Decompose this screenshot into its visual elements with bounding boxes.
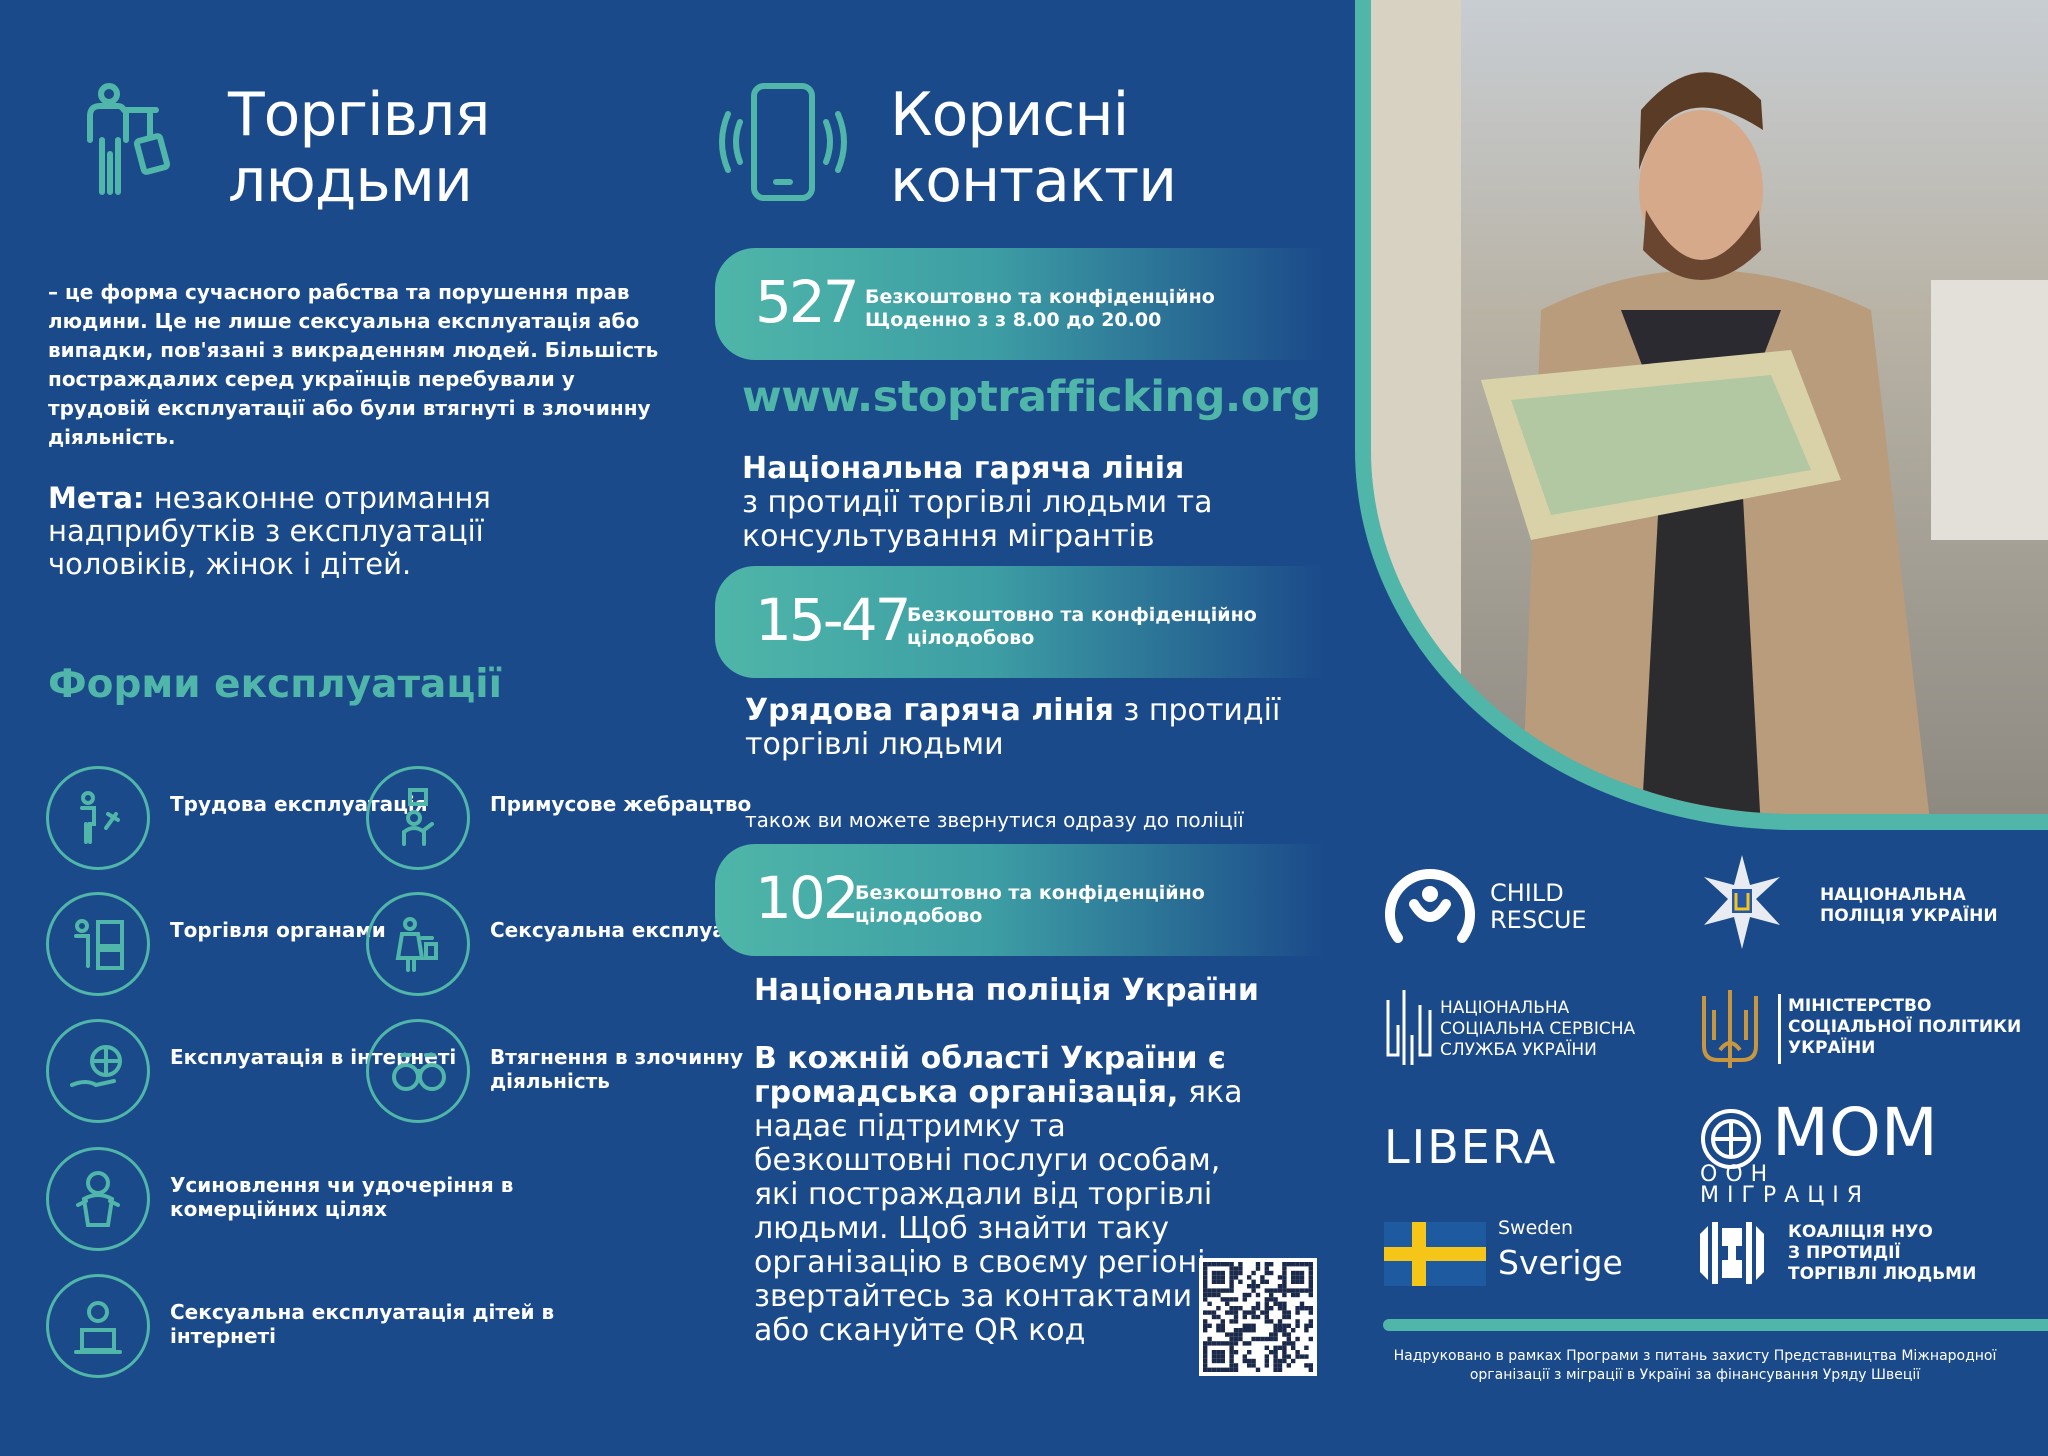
- sexual-exploitation-icon: [366, 892, 470, 996]
- title-line-2: людьми: [228, 146, 473, 216]
- left-title: Торгівля людьми: [228, 80, 490, 216]
- libera-logo: LIBERA: [1384, 1120, 1558, 1174]
- logo-text: Sweden: [1498, 1217, 1574, 1239]
- photo-frame: [1355, 0, 2048, 830]
- title-line-1: Корисні: [890, 80, 1129, 150]
- iom-logo: МОМ ООН МІГРАЦІЯ: [1700, 1098, 1938, 1207]
- form-label: Усиновлення чи удочеріння в комерційних …: [170, 1173, 514, 1221]
- police-note: також ви можете звернутися одразу до пол…: [745, 808, 1244, 832]
- form-label: Сексуальна експлуатація дітей в інтернет…: [170, 1300, 555, 1348]
- hotline-desc-1: Безкоштовно та конфіденційно: [865, 286, 1215, 308]
- coalition-logo: КОАЛІЦІЯ НУО З ПРОТИДІЇ ТОРГІВЛІ ЛЮДЬМИ: [1700, 1222, 1976, 1288]
- national-police-logo: НАЦІОНАЛЬНА ПОЛІЦІЯ УКРАЇНИ: [1700, 855, 1998, 953]
- form-label: Втягнення в злочинну діяльність: [490, 1045, 743, 1093]
- middle-title: Корисні контакти: [890, 80, 1177, 216]
- police-name: Національна поліція України: [754, 973, 1259, 1008]
- hotline-number: 527: [755, 268, 860, 336]
- hotline-527-band: 527 Безкоштовно та конфіденційно Щоденно…: [715, 248, 1325, 360]
- forms-title: Форми експлуатації: [48, 662, 503, 707]
- hotline-desc: Безкоштовно та конфіденційно Щоденно з з…: [865, 286, 1215, 332]
- begging-icon: [366, 766, 470, 870]
- title-line-2: контакти: [890, 146, 1177, 216]
- teal-divider: [1383, 1319, 2048, 1331]
- logo-text: СОЦІАЛЬНА СЕРВІСНА: [1440, 1019, 1636, 1039]
- logo-text: СОЦІАЛЬНОЇ ПОЛІТИКИ: [1788, 1017, 2022, 1037]
- labor-icon: [46, 766, 150, 870]
- logo-text: ПОЛІЦІЯ УКРАЇНИ: [1820, 906, 1998, 926]
- hotline-desc-2: Щоденно з з 8.00 до 20.00: [865, 309, 1162, 331]
- name-bold: Урядова гаряча лінія: [745, 693, 1114, 728]
- footer-text: Надруковано в рамках Програми з питань з…: [1393, 1348, 1997, 1383]
- hotline-desc-1: Безкоштовно та конфіденційно: [855, 882, 1205, 904]
- baby-icon: [46, 1147, 150, 1251]
- child-laptop-icon: [46, 1274, 150, 1378]
- website-link[interactable]: www.stoptrafficking.org: [742, 372, 1321, 422]
- goal-label: Мета:: [48, 481, 145, 515]
- logo-text: RESCUE: [1490, 906, 1587, 934]
- ngo-bold: В кожній області України є громадська ор…: [754, 1041, 1226, 1110]
- nsss-logo: НАЦІОНАЛЬНА СОЦІАЛЬНА СЕРВІСНА СЛУЖБА УК…: [1384, 990, 1635, 1074]
- goal-body: незаконне отримання надприбутків з експл…: [48, 481, 491, 581]
- phone-icon: [716, 82, 851, 202]
- form-label: Торгівля органами: [170, 918, 386, 942]
- logo-text: З ПРОТИДІЇ: [1788, 1243, 1901, 1263]
- ministry-logo: МІНІСТЕРСТВО СОЦІАЛЬНОЇ ПОЛІТИКИ УКРАЇНИ: [1700, 990, 2021, 1074]
- government-hotline-name: Урядова гаряча лінія з протидії торгівлі…: [745, 694, 1325, 762]
- hotline-number: 102: [755, 864, 860, 932]
- hotline-desc-2: цілодобово: [855, 905, 983, 927]
- name-bold: Національна гаряча лінія: [742, 451, 1185, 486]
- logo-text: НАЦІОНАЛЬНА: [1440, 998, 1570, 1018]
- logo-text: МІНІСТЕРСТВО: [1788, 996, 1932, 1016]
- form-label: Примусове жебрацтво: [490, 792, 752, 816]
- qr-code[interactable]: [1199, 1258, 1317, 1376]
- hotline-desc: Безкоштовно та конфіденційно цілодобово: [855, 882, 1205, 928]
- sweden-flag-icon: [1384, 1222, 1486, 1286]
- logo-text: НАЦІОНАЛЬНА: [1820, 885, 1966, 905]
- hotline-desc: Безкоштовно та конфіденційно цілодобово: [907, 604, 1257, 650]
- logo-text: ТОРГІВЛІ ЛЮДЬМИ: [1788, 1264, 1977, 1284]
- hotline-102-band: 102 Безкоштовно та конфіденційно цілодоб…: [715, 844, 1325, 956]
- ngo-text: В кожній області України є громадська ор…: [754, 1042, 1254, 1348]
- national-hotline-name: Національна гаряча лінія з протидії торг…: [742, 452, 1322, 554]
- trafficking-icon: [82, 82, 182, 202]
- internet-icon: [46, 1019, 150, 1123]
- ngo-rest: яка надає підтримку та безкоштовні послу…: [754, 1075, 1243, 1348]
- man-with-map-photo: [1371, 0, 2048, 814]
- hotline-number: 15-47: [755, 586, 912, 654]
- logo-text: МОМ: [1772, 1094, 1938, 1171]
- sweden-logo: Sweden Sverige: [1384, 1218, 1623, 1290]
- hotline-desc-1: Безкоштовно та конфіденційно: [907, 604, 1257, 626]
- child-rescue-logo: CHILD RESCUE: [1384, 868, 1587, 948]
- intro-text: – це форма сучасного рабства та порушенн…: [48, 280, 659, 449]
- organs-icon: [46, 892, 150, 996]
- form-label: Трудова експлуатація: [170, 792, 428, 816]
- logo-text: Sverige: [1498, 1243, 1623, 1282]
- name-rest: з протидії торгівлі людьми та консультув…: [742, 485, 1213, 554]
- name-rest: з протидії торгівлі людьми: [745, 693, 1281, 762]
- goal-text: Мета: незаконне отримання надприбутків з…: [48, 482, 568, 581]
- logo-text: ООН МІГРАЦІЯ: [1700, 1162, 1871, 1208]
- logo-text: CHILD: [1490, 879, 1564, 907]
- logo-text: СЛУЖБА УКРАЇНИ: [1440, 1040, 1597, 1060]
- handcuffs-icon: [366, 1019, 470, 1123]
- logo-text: УКРАЇНИ: [1788, 1038, 1876, 1058]
- hotline-desc-2: цілодобово: [907, 627, 1035, 649]
- logo-text: КОАЛІЦІЯ НУО: [1788, 1222, 1933, 1242]
- title-line-1: Торгівля: [228, 80, 490, 150]
- hotline-1547-band: 15-47 Безкоштовно та конфіденційно цілод…: [715, 566, 1325, 678]
- form-label: Експлуатація в інтернеті: [170, 1045, 457, 1069]
